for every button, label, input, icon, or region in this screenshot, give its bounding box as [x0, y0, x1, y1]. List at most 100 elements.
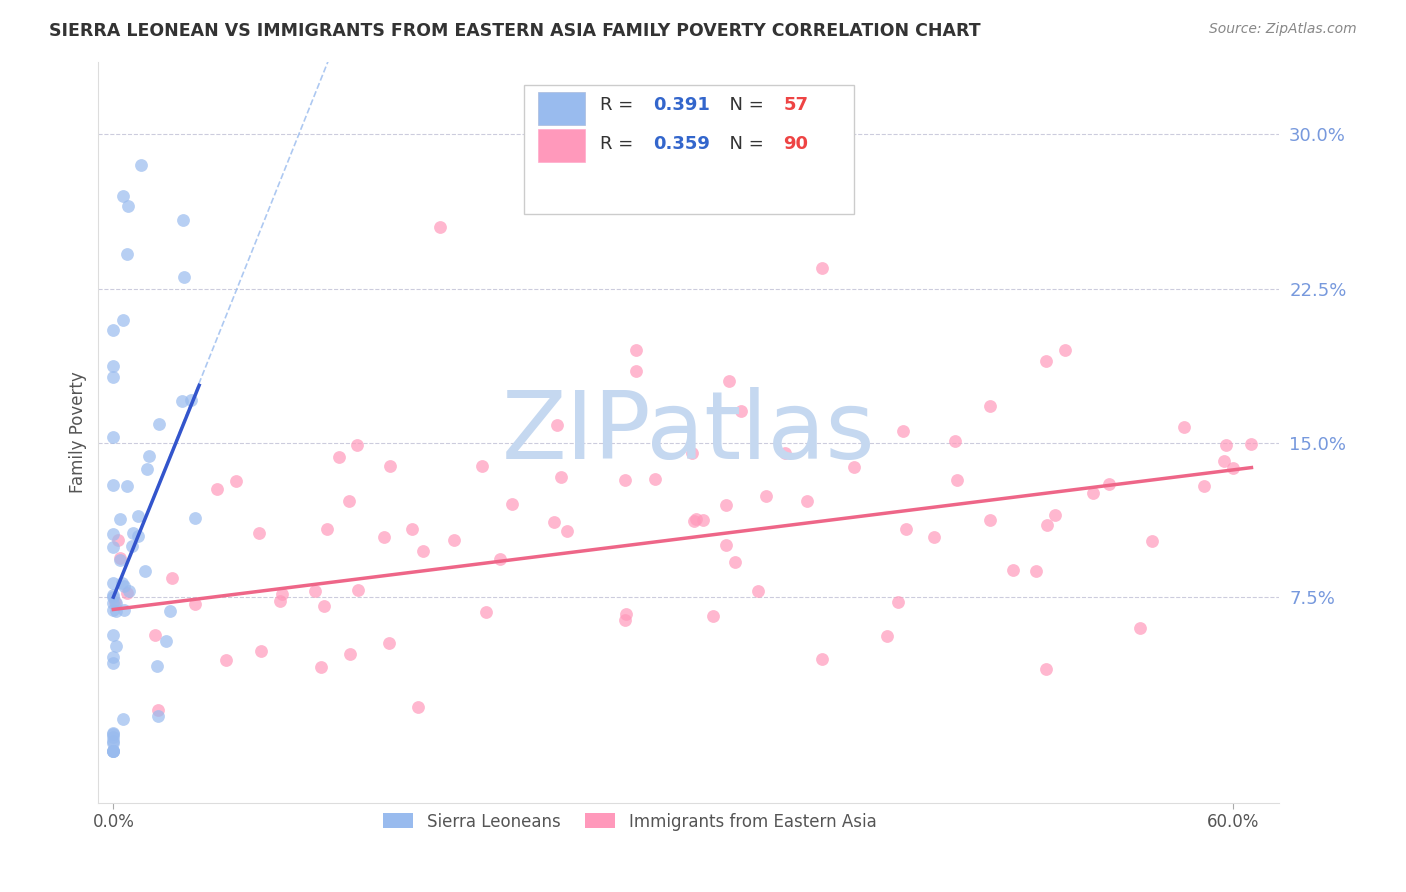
Point — [103, 628, 125, 642]
Text: 0.391: 0.391 — [654, 96, 710, 114]
Point — [1036, 518, 1059, 533]
Point — [796, 494, 818, 508]
Point — [103, 540, 125, 554]
Point — [945, 434, 967, 449]
Text: R =: R = — [600, 96, 640, 114]
Point — [103, 734, 125, 748]
Point — [891, 424, 914, 438]
Point — [557, 524, 579, 539]
Text: Source: ZipAtlas.com: Source: ZipAtlas.com — [1209, 22, 1357, 37]
Point — [724, 555, 747, 569]
Text: 90: 90 — [783, 135, 808, 153]
Point — [682, 514, 704, 528]
Point — [103, 744, 125, 758]
Point — [946, 473, 969, 487]
Point — [475, 605, 498, 619]
Point — [103, 744, 125, 758]
Point — [117, 199, 139, 213]
Point — [714, 498, 737, 512]
Point — [117, 479, 139, 493]
Point — [1025, 564, 1047, 578]
Point — [143, 627, 166, 641]
Point — [225, 474, 247, 488]
Point — [134, 564, 156, 578]
Point — [1222, 460, 1244, 475]
Point — [546, 418, 568, 433]
Point — [550, 470, 572, 484]
Point — [406, 700, 429, 714]
Point — [1001, 563, 1024, 577]
Point — [811, 652, 834, 666]
Point — [685, 511, 707, 525]
Point — [443, 533, 465, 548]
Point — [205, 483, 228, 497]
Point — [121, 539, 143, 553]
Point — [316, 522, 339, 536]
Point — [1128, 621, 1150, 635]
Point — [714, 538, 737, 552]
Point — [250, 644, 273, 658]
Point — [1035, 353, 1057, 368]
Point — [108, 512, 131, 526]
Point — [1098, 477, 1121, 491]
Point — [105, 639, 128, 653]
Point — [979, 513, 1001, 527]
Point — [170, 393, 193, 408]
Point — [624, 343, 647, 358]
Point — [346, 438, 368, 452]
Point — [138, 450, 160, 464]
Point — [131, 158, 153, 172]
Point — [110, 576, 132, 591]
Point — [112, 603, 135, 617]
Legend: Sierra Leoneans, Immigrants from Eastern Asia: Sierra Leoneans, Immigrants from Eastern… — [375, 805, 884, 838]
Point — [401, 522, 423, 536]
Point — [127, 529, 149, 543]
Point — [1213, 454, 1236, 468]
Point — [755, 489, 778, 503]
Point — [111, 189, 134, 203]
Point — [115, 586, 138, 600]
Point — [271, 587, 294, 601]
Point — [148, 417, 170, 431]
Point — [103, 602, 125, 616]
Point — [159, 604, 181, 618]
Point — [103, 744, 125, 758]
Point — [180, 393, 202, 408]
Text: ZIPatlas: ZIPatlas — [502, 386, 876, 479]
Text: 57: 57 — [783, 96, 808, 114]
Point — [894, 522, 917, 536]
Text: SIERRA LEONEAN VS IMMIGRANTS FROM EASTERN ASIA FAMILY POVERTY CORRELATION CHART: SIERRA LEONEAN VS IMMIGRANTS FROM EASTER… — [49, 22, 981, 40]
Point — [309, 660, 332, 674]
Point — [146, 703, 169, 717]
Point — [103, 736, 125, 750]
Point — [842, 459, 865, 474]
Point — [412, 544, 434, 558]
Text: N =: N = — [718, 96, 770, 114]
Point — [146, 658, 169, 673]
Point — [886, 594, 908, 608]
Point — [103, 478, 125, 492]
Point — [215, 653, 238, 667]
Point — [103, 590, 125, 604]
FancyBboxPatch shape — [537, 92, 585, 126]
Point — [103, 588, 125, 602]
Point — [378, 458, 401, 473]
Point — [103, 359, 125, 373]
Point — [1240, 437, 1263, 451]
Point — [644, 472, 666, 486]
Point — [103, 430, 125, 444]
Point — [103, 730, 125, 744]
Point — [922, 530, 945, 544]
Point — [429, 219, 451, 234]
Point — [373, 530, 395, 544]
Point — [1035, 662, 1057, 676]
Point — [184, 510, 207, 524]
Point — [624, 364, 647, 378]
Point — [104, 595, 127, 609]
Point — [103, 596, 125, 610]
Point — [614, 614, 637, 628]
Point — [876, 629, 898, 643]
Point — [1053, 343, 1076, 358]
Point — [103, 527, 125, 541]
Point — [747, 583, 769, 598]
